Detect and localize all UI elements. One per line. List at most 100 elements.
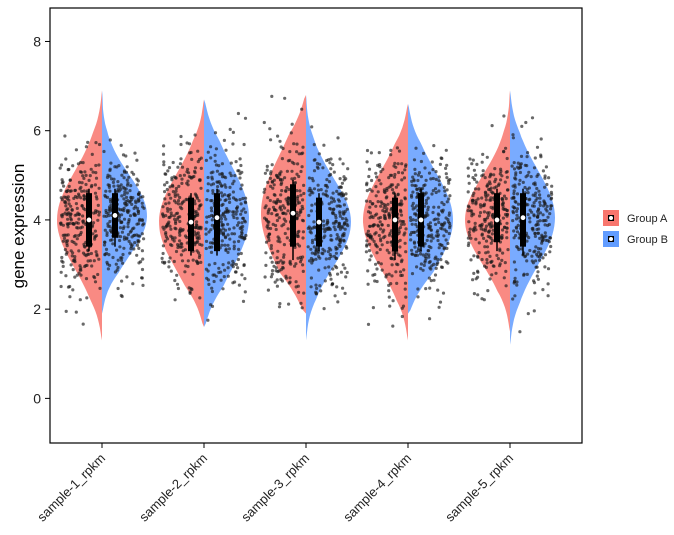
data-point (211, 170, 215, 174)
data-point (275, 218, 279, 223)
data-point (63, 134, 67, 138)
data-point (375, 175, 379, 179)
data-point (478, 211, 483, 215)
data-point (321, 166, 325, 170)
data-point (234, 160, 238, 164)
data-point (325, 194, 330, 198)
data-point (136, 192, 141, 196)
data-point (241, 216, 245, 220)
data-point (412, 179, 416, 183)
data-point (440, 223, 444, 227)
data-point (386, 202, 390, 206)
data-point (530, 227, 534, 231)
data-point (191, 258, 195, 262)
x-tick-label: sample-1_rpkm (34, 451, 108, 525)
data-point (403, 197, 407, 201)
data-point (323, 183, 327, 188)
data-point (77, 249, 81, 253)
data-point (204, 239, 209, 243)
data-point (276, 249, 280, 253)
data-point (235, 209, 239, 213)
data-point (309, 231, 313, 235)
data-point (447, 181, 451, 185)
data-point (193, 133, 197, 137)
data-point (539, 252, 543, 256)
data-point (492, 186, 497, 190)
data-point (403, 188, 407, 192)
data-point (399, 199, 403, 203)
data-point (71, 268, 75, 272)
data-point (535, 252, 539, 256)
data-point (91, 170, 95, 174)
data-point (288, 280, 292, 284)
data-point (366, 269, 370, 273)
data-point (120, 294, 124, 299)
data-point (319, 188, 323, 192)
data-point (503, 180, 507, 184)
data-point (61, 223, 65, 227)
data-point (417, 248, 421, 252)
data-point (118, 226, 122, 230)
data-point (118, 245, 122, 249)
data-point (69, 212, 73, 216)
data-point (439, 258, 443, 262)
data-point (278, 302, 282, 306)
data-point (443, 221, 447, 225)
data-point (285, 169, 289, 173)
data-point (345, 270, 349, 275)
data-point (536, 277, 541, 281)
data-point (336, 235, 340, 239)
data-point (79, 266, 83, 270)
data-point (163, 197, 167, 201)
data-point (390, 263, 394, 267)
data-point (441, 291, 446, 295)
data-point (490, 273, 494, 277)
data-point (236, 257, 240, 262)
data-point (391, 183, 395, 187)
data-point (437, 246, 441, 250)
data-point (525, 155, 529, 159)
data-point (329, 238, 333, 242)
data-point (282, 243, 286, 247)
data-point (274, 266, 278, 270)
data-point (534, 191, 538, 195)
data-point (173, 217, 177, 221)
data-point (277, 305, 282, 309)
data-point (266, 180, 270, 184)
data-point (228, 200, 232, 204)
data-point (77, 180, 82, 184)
data-point (437, 179, 441, 183)
violin-group-a-2 (159, 99, 204, 327)
data-point (224, 198, 228, 202)
data-point (327, 265, 331, 269)
data-point (164, 214, 168, 218)
data-point (204, 227, 208, 231)
data-point (123, 186, 127, 191)
data-point (205, 220, 209, 224)
data-point (543, 176, 547, 180)
data-point (165, 207, 170, 211)
data-point (87, 178, 91, 182)
data-point (505, 188, 510, 192)
data-point (468, 233, 472, 237)
data-point (398, 219, 402, 223)
data-point (168, 224, 172, 228)
data-point (242, 263, 246, 268)
data-point (387, 176, 391, 180)
data-point (376, 261, 380, 265)
data-point (368, 187, 372, 191)
data-point (185, 141, 189, 145)
data-point (299, 193, 303, 197)
data-point (275, 284, 279, 288)
data-point (368, 200, 372, 204)
data-point (337, 238, 342, 242)
data-point (208, 245, 212, 249)
data-point (207, 230, 211, 234)
data-point (213, 153, 217, 157)
data-point (134, 199, 138, 203)
data-point (309, 285, 313, 289)
data-point (171, 190, 175, 194)
y-tick-label: 4 (33, 212, 41, 228)
data-point (416, 178, 420, 183)
data-point (386, 223, 390, 228)
